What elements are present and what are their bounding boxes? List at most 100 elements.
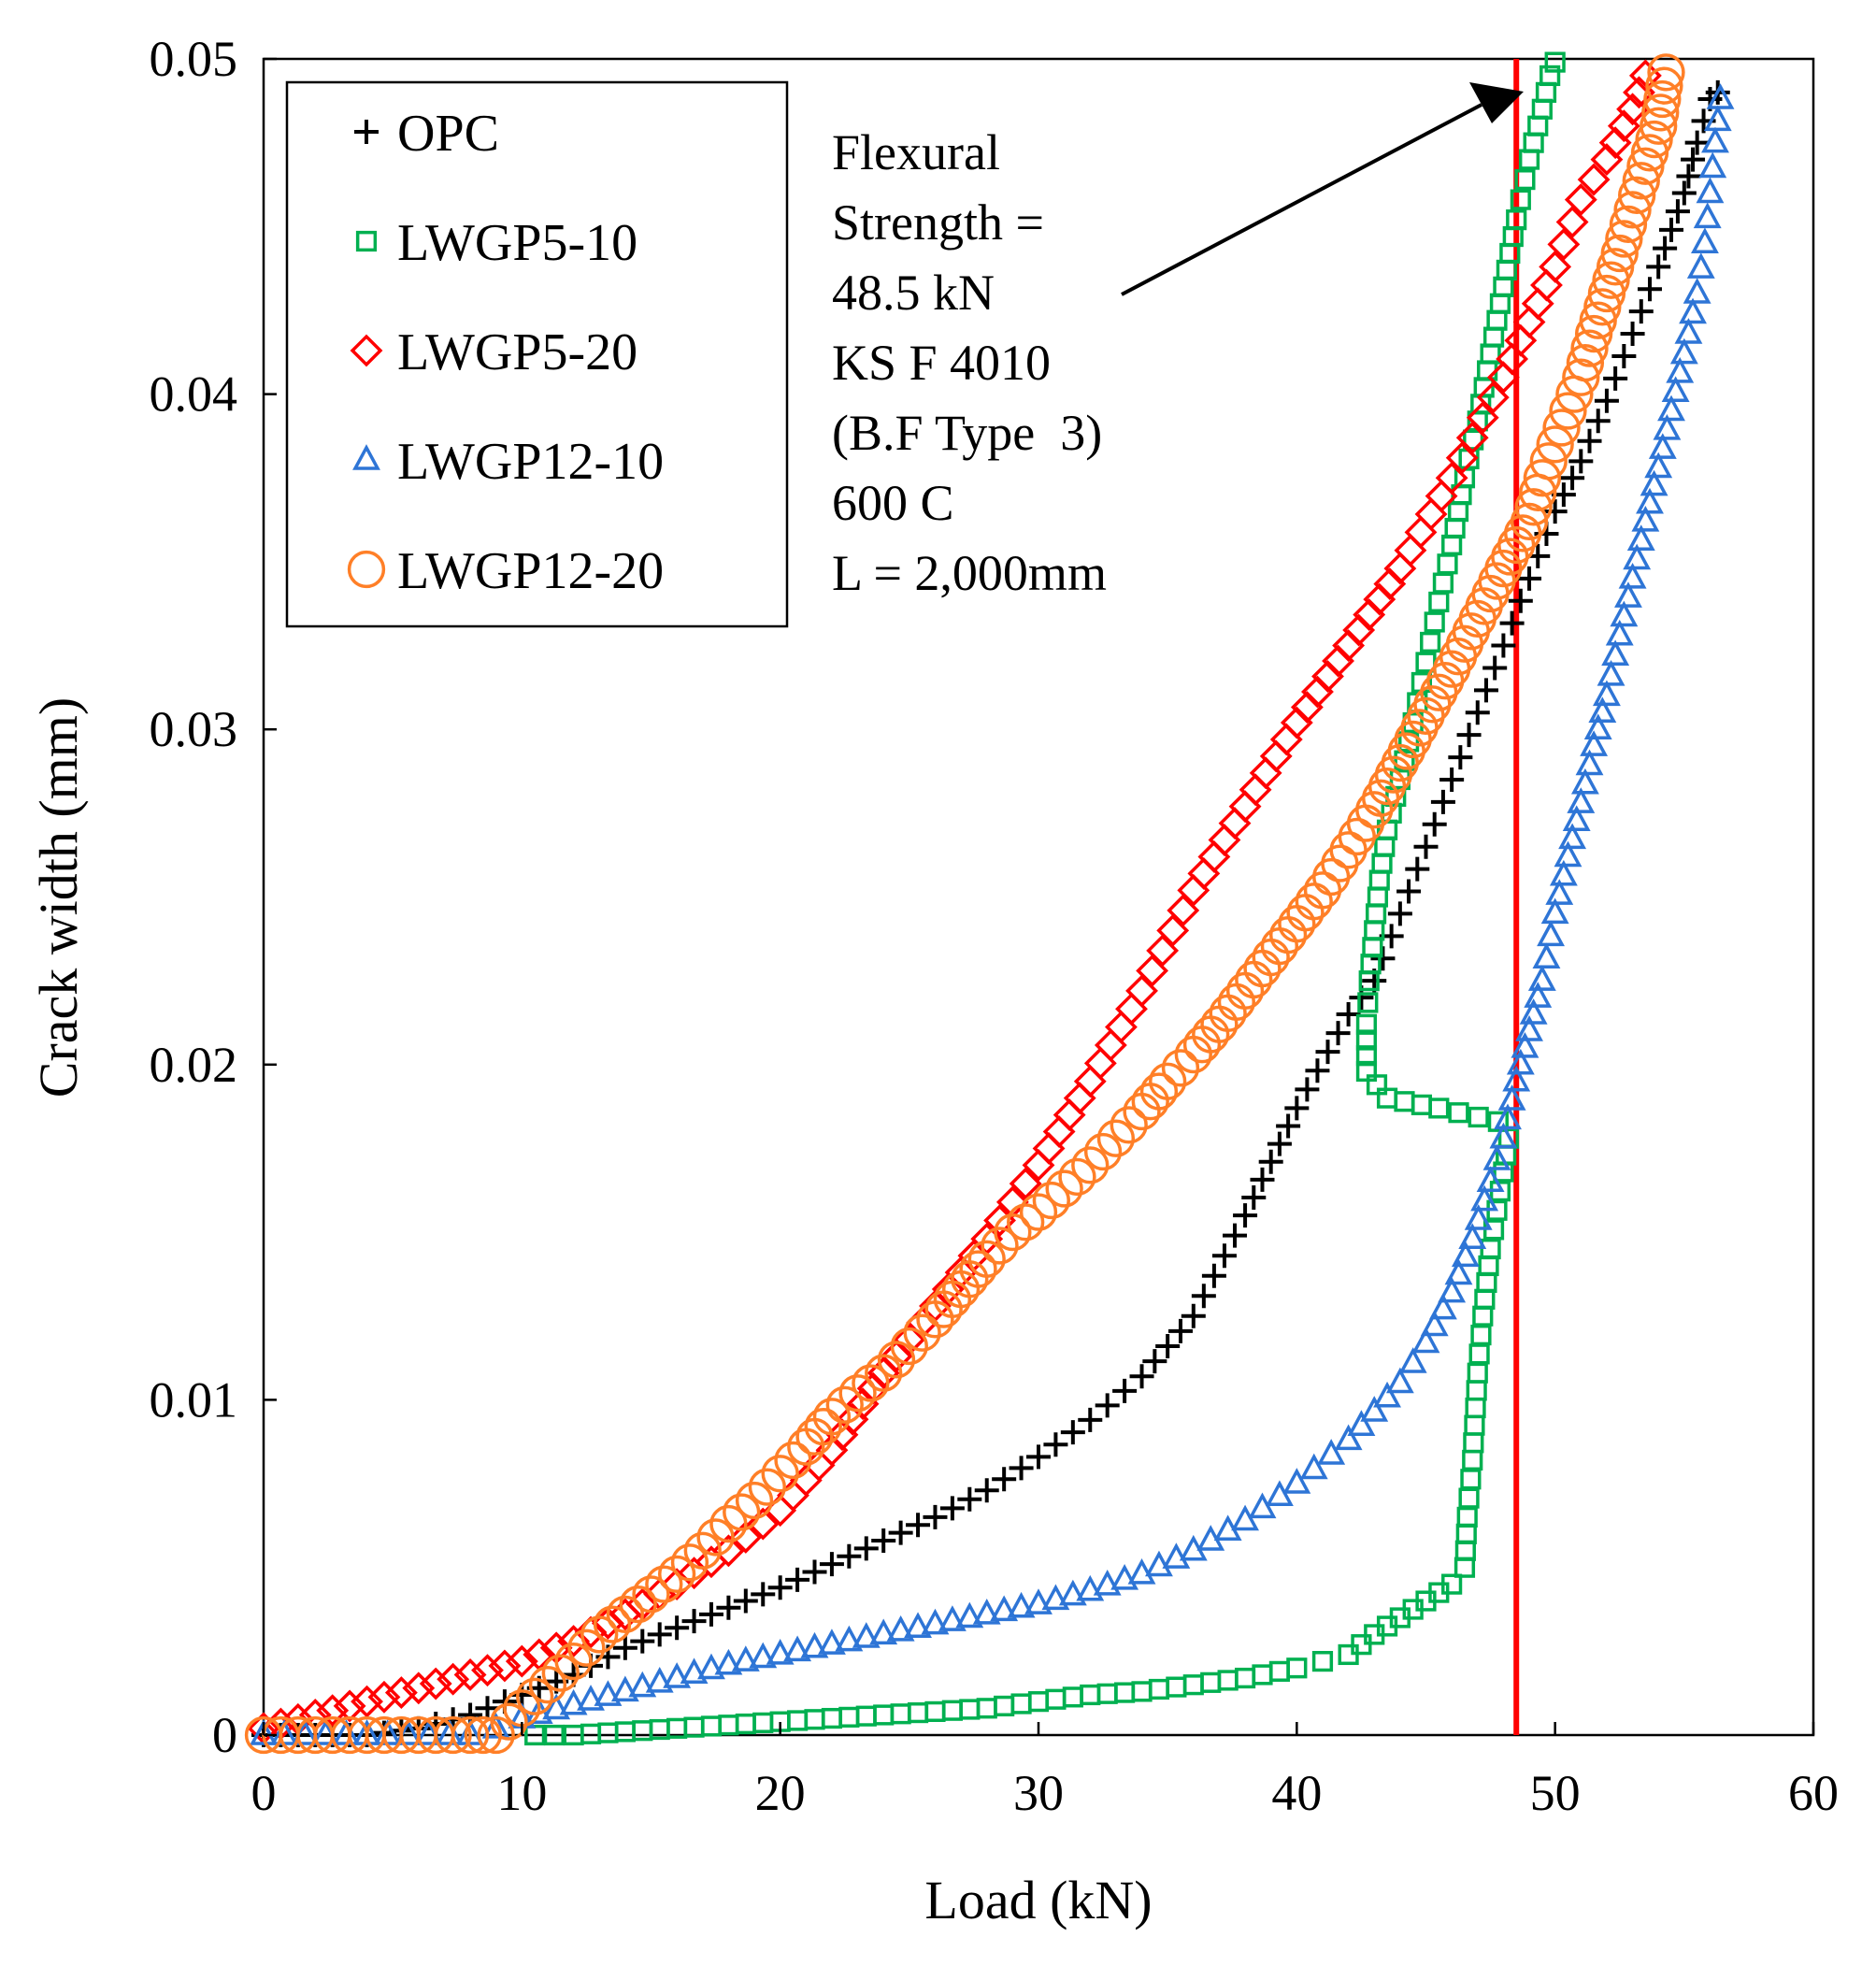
data-point-opc [1223, 1223, 1248, 1248]
data-point-lwgp5-20 [402, 1672, 436, 1705]
data-point-opc [923, 1504, 948, 1529]
data-point-opc [939, 1496, 965, 1521]
data-point-lwgp5-10 [1544, 51, 1566, 73]
annotation-line-6: 600 C [832, 475, 954, 531]
data-point-opc [1201, 1263, 1226, 1288]
data-point-lwgp12-10 [1476, 1166, 1505, 1193]
data-point-opc [1542, 499, 1568, 524]
data-point-opc [785, 1567, 810, 1592]
data-point-lwgp5-10 [1131, 1681, 1153, 1702]
data-point-lwgp12-20 [1268, 915, 1308, 954]
data-point-lwgp12-10 [800, 1631, 829, 1658]
legend-label: LWGP12-10 [397, 433, 664, 491]
data-point-lwgp5-10 [632, 1720, 653, 1742]
data-point-lwgp12-20 [1645, 66, 1683, 105]
data-point-lwgp12-10 [1041, 1584, 1070, 1611]
data-point-lwgp5-10 [752, 1712, 774, 1733]
data-point-opc [1473, 678, 1498, 703]
data-point-lwgp5-20 [1228, 790, 1262, 824]
data-point-opc [1508, 588, 1533, 613]
data-point-lwgp5-10 [1045, 1688, 1067, 1710]
data-point-lwgp12-20 [1083, 1132, 1123, 1171]
data-point-lwgp12-20 [1235, 960, 1273, 999]
data-point-lwgp5-10 [1217, 1670, 1239, 1691]
data-point-opc [1284, 1096, 1310, 1121]
data-point-lwgp5-10 [1465, 1397, 1486, 1419]
data-point-opc [1233, 1203, 1258, 1228]
data-point-opc [1112, 1378, 1138, 1403]
data-point-lwgp12-20 [890, 1327, 928, 1366]
data-point-lwgp12-20 [1286, 894, 1325, 932]
data-point-lwgp12-10 [1657, 395, 1685, 422]
data-point-lwgp12-20 [1110, 1106, 1148, 1144]
data-point-lwgp12-10 [1451, 1241, 1480, 1268]
data-point-lwgp5-10 [1523, 132, 1544, 153]
data-point-lwgp12-10 [1554, 840, 1582, 868]
data-point-opc [1637, 277, 1662, 302]
data-point-lwgp12-20 [1019, 1193, 1058, 1231]
data-point-lwgp12-20 [670, 1543, 709, 1582]
data-point-lwgp5-10 [1062, 1686, 1083, 1708]
data-point-opc [1325, 1021, 1351, 1046]
data-point-lwgp12-10 [1360, 1396, 1389, 1422]
data-point-lwgp5-20 [1167, 894, 1200, 927]
data-point-opc [612, 1635, 637, 1660]
x-tick-label: 30 [1013, 1765, 1064, 1821]
data-point-opc [1315, 1040, 1340, 1065]
data-point-lwgp12-20 [567, 1628, 606, 1667]
data-point-lwgp12-10 [1666, 357, 1695, 383]
annotation-line-2: Strength = [832, 194, 1044, 251]
series-opc [251, 79, 1730, 1747]
data-point-lwgp12-10 [1076, 1574, 1105, 1601]
data-point-opc [1676, 164, 1701, 189]
data-point-lwgp5-10 [1454, 1540, 1476, 1561]
data-point-lwgp5-20 [1435, 461, 1468, 495]
data-point-opc [992, 1467, 1017, 1492]
data-point-lwgp5-10 [994, 1695, 1015, 1717]
data-point-lwgp12-10 [1623, 543, 1652, 570]
data-point-lwgp12-20 [1225, 971, 1265, 1011]
data-point-lwgp12-10 [1265, 1480, 1294, 1506]
data-point-lwgp5-10 [1432, 572, 1454, 594]
data-point-lwgp5-10 [1468, 1106, 1489, 1128]
data-point-lwgp12-10 [1558, 823, 1587, 850]
data-point-lwgp5-20 [1455, 421, 1489, 454]
data-point-lwgp5-20 [367, 1680, 401, 1714]
data-point-lwgp5-20 [1414, 497, 1448, 531]
data-point-lwgp12-20 [1542, 409, 1581, 447]
legend: OPC LWGP5-10 LWGP5-20 LWGP12-10 LWGP12-20 [285, 80, 789, 628]
data-point-lwgp12-10 [1058, 1579, 1087, 1606]
data-point-opc [1653, 236, 1678, 261]
data-point-opc [1191, 1284, 1216, 1309]
data-point-lwgp12-20 [632, 1575, 670, 1614]
data-point-lwgp12-10 [1575, 749, 1604, 776]
data-point-opc [1413, 834, 1439, 859]
data-point-lwgp12-20 [1566, 343, 1605, 382]
data-point-lwgp5-10 [1477, 360, 1498, 381]
data-point-lwgp12-10 [1464, 1204, 1493, 1230]
data-point-lwgp12-10 [1420, 1310, 1449, 1337]
data-point-lwgp5-20 [437, 1662, 470, 1696]
series-lwgp12-20 [244, 53, 1685, 1755]
data-point-lwgp5-20 [1269, 723, 1303, 756]
data-point-lwgp5-10 [1502, 225, 1524, 248]
data-point-opc [1430, 789, 1455, 814]
data-point-lwgp5-20 [1063, 1082, 1096, 1115]
data-point-lwgp12-20 [1243, 949, 1282, 988]
y-tick-label: 0.04 [150, 366, 238, 423]
data-point-lwgp5-20 [729, 1521, 763, 1554]
data-point-lwgp5-20 [1530, 268, 1563, 302]
data-point-lwgp12-10 [1282, 1468, 1311, 1494]
data-point-lwgp5-20 [316, 1694, 350, 1728]
data-point-lwgp12-10 [1482, 1144, 1511, 1170]
data-point-opc [1568, 449, 1594, 474]
data-point-opc [1448, 745, 1473, 770]
data-point-lwgp12-20 [1600, 234, 1639, 273]
data-point-opc [837, 1543, 862, 1569]
data-point-lwgp5-10 [1462, 1449, 1483, 1471]
data-point-lwgp12-10 [1588, 696, 1617, 724]
data-point-lwgp12-10 [1093, 1569, 1122, 1596]
data-point-lwgp5-10 [855, 1705, 877, 1727]
legend-item-lwgp5-20: LWGP5-20 [350, 323, 637, 381]
